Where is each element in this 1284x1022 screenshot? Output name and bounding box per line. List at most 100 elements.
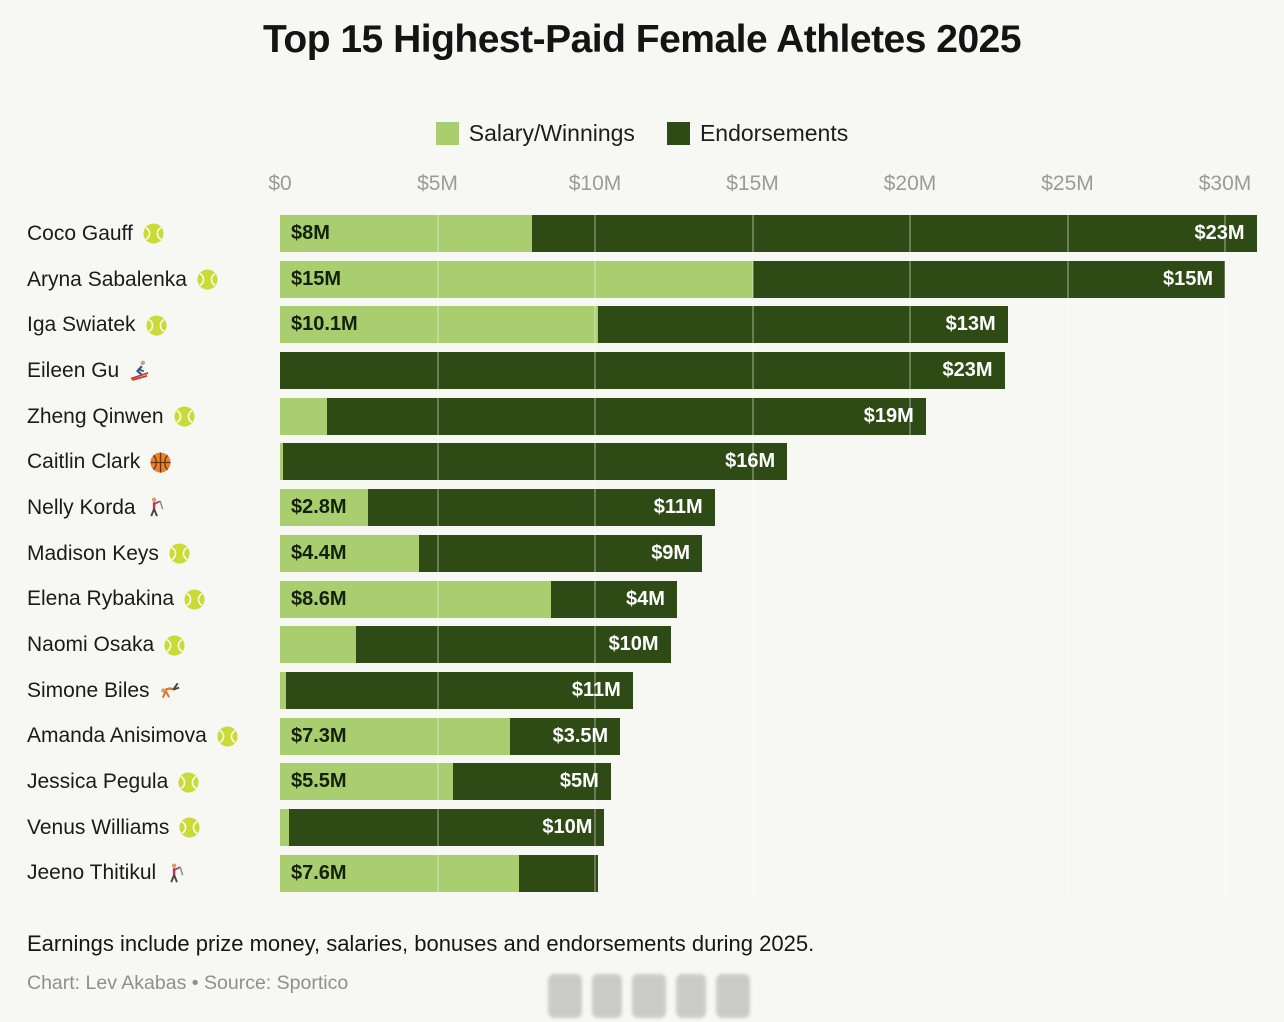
tennis-ball-icon — [196, 268, 219, 291]
salary-value-label: $7.6M — [291, 861, 347, 884]
athlete-name: Naomi Osaka — [27, 633, 186, 657]
athlete-name-label: Jeeno Thitikul — [27, 861, 157, 885]
endorsements-value-label: $3.5M — [552, 724, 609, 747]
athlete-name: Simone Biles — [27, 679, 182, 703]
athlete-name-label: Amanda Anisimova — [27, 724, 207, 748]
athlete-name: Zheng Qinwen — [27, 405, 196, 429]
axis-tick: $5M — [417, 172, 458, 195]
earnings-bar: $10M — [280, 808, 605, 846]
salary-value-label: $8.6M — [291, 587, 347, 610]
earnings-bar: $7.3M $3.5M — [280, 717, 621, 755]
salary-segment: $7.3M — [280, 717, 510, 755]
watermark — [548, 974, 750, 1018]
athlete-row: Amanda Anisimova $7.3M $3.5M — [0, 714, 1284, 760]
athlete-row: Eileen Gu $23M — [0, 348, 1284, 394]
earnings-bar: $2.8M $11M — [280, 489, 715, 527]
plot: Coco Gauff $8M $23M Aryna Sabalenka $15M $15M… — [0, 211, 1284, 897]
gymnast-icon — [159, 679, 182, 702]
watermark-glyph — [676, 974, 706, 1018]
tennis-ball-icon — [142, 222, 165, 245]
athlete-name: Nelly Korda — [27, 496, 168, 520]
earnings-bar: $4.4M $9M — [280, 534, 703, 572]
athlete-row: Jeeno Thitikul $7.6M — [0, 851, 1284, 897]
earnings-bar: $10M — [280, 626, 671, 664]
salary-segment: $8M — [280, 215, 532, 252]
endorsements-segment: $11M — [368, 489, 715, 527]
athlete-name-label: Madison Keys — [27, 541, 159, 565]
salary-segment: $8.6M — [280, 580, 551, 618]
endorsements-value-label: $19M — [863, 404, 914, 427]
endorsements-value-label: $4M — [625, 587, 665, 610]
athlete-row: Madison Keys $4.4M $9M — [0, 531, 1284, 577]
athlete-name: Jeeno Thitikul — [27, 861, 188, 885]
athlete-name: Aryna Sabalenka — [27, 268, 219, 292]
athlete-name: Amanda Anisimova — [27, 724, 239, 748]
salary-segment — [280, 626, 356, 664]
athlete-row: Simone Biles $11M — [0, 668, 1284, 714]
athlete-row: Venus Williams $10M — [0, 805, 1284, 851]
watermark-glyph — [592, 974, 622, 1018]
athlete-name-label: Simone Biles — [27, 678, 150, 702]
athlete-name-label: Venus Williams — [27, 815, 170, 839]
earnings-bar: $11M — [280, 671, 633, 709]
salary-segment: $4.4M — [280, 534, 419, 572]
tennis-ball-icon — [178, 816, 201, 839]
axis-tick: $30M — [1198, 172, 1252, 195]
endorsements-segment — [519, 854, 599, 892]
athlete-name-label: Nelly Korda — [27, 495, 136, 519]
endorsements-value-label: $10M — [542, 815, 593, 838]
endorsements-value-label: $9M — [651, 541, 691, 564]
salary-value-label: $5.5M — [291, 770, 347, 793]
tennis-ball-icon — [168, 542, 191, 565]
axis-tick: $0 — [268, 172, 292, 195]
salary-swatch-icon — [435, 122, 459, 145]
athlete-name-label: Naomi Osaka — [27, 633, 155, 657]
endorsements-segment: $4M — [550, 580, 677, 618]
salary-segment: $5.5M — [280, 763, 454, 801]
endorsements-segment: $19M — [327, 397, 926, 435]
athlete-name: Caitlin Clark — [27, 450, 172, 474]
endorsements-segment: $13M — [598, 306, 1008, 344]
endorsements-value-label: $11M — [653, 496, 703, 519]
endorsements-value-label: $5M — [559, 770, 599, 793]
athlete-name-label: Jessica Pegula — [27, 770, 169, 794]
earnings-bar: $7.6M — [280, 854, 599, 892]
skier-icon — [128, 359, 151, 382]
earnings-bar: $8M $23M — [280, 215, 1257, 252]
endorsements-value-label: $13M — [945, 313, 996, 336]
endorsements-value-label: $23M — [1194, 222, 1245, 244]
endorsements-segment: $23M — [280, 352, 1005, 390]
endorsements-value-label: $15M — [1162, 267, 1213, 290]
salary-segment: $7.6M — [280, 854, 520, 892]
tennis-ball-icon — [163, 634, 186, 657]
endorsements-segment: $15M — [752, 260, 1225, 298]
athlete-name: Jessica Pegula — [27, 770, 200, 794]
salary-value-label: $4.4M — [291, 541, 347, 564]
athlete-name: Madison Keys — [27, 542, 191, 566]
salary-segment — [280, 671, 287, 709]
athlete-row: Zheng Qinwen $19M — [0, 394, 1284, 440]
legend-item-endorsements: Endorsements — [666, 120, 849, 147]
legend-label-endorsements: Endorsements — [699, 120, 849, 146]
athlete-name-label: Elena Rybakina — [27, 587, 175, 611]
golfer-icon — [165, 862, 188, 885]
athlete-name: Elena Rybakina — [27, 587, 206, 611]
endorsements-value-label: $11M — [571, 678, 621, 701]
watermark-glyph — [548, 974, 582, 1018]
salary-value-label: $7.3M — [291, 724, 347, 747]
legend-item-salary: Salary/Winnings — [435, 120, 635, 147]
salary-segment: $10.1M — [280, 306, 599, 344]
athlete-row: Elena Rybakina $8.6M $4M — [0, 577, 1284, 623]
athlete-row: Iga Swiatek $10.1M $13M — [0, 302, 1284, 348]
athlete-name: Coco Gauff — [27, 222, 165, 246]
salary-segment — [280, 808, 290, 846]
basketball-icon — [149, 451, 172, 474]
salary-segment: $2.8M — [280, 489, 369, 527]
tennis-ball-icon — [177, 771, 200, 794]
salary-segment: $15M — [280, 260, 753, 298]
athlete-row: Nelly Korda $2.8M $11M — [0, 485, 1284, 531]
earnings-bar: $10.1M $13M — [280, 306, 1008, 344]
salary-value-label: $10.1M — [291, 313, 358, 336]
earnings-bar: $15M $15M — [280, 260, 1225, 298]
footnote: Earnings include prize money, salaries, … — [27, 931, 815, 956]
